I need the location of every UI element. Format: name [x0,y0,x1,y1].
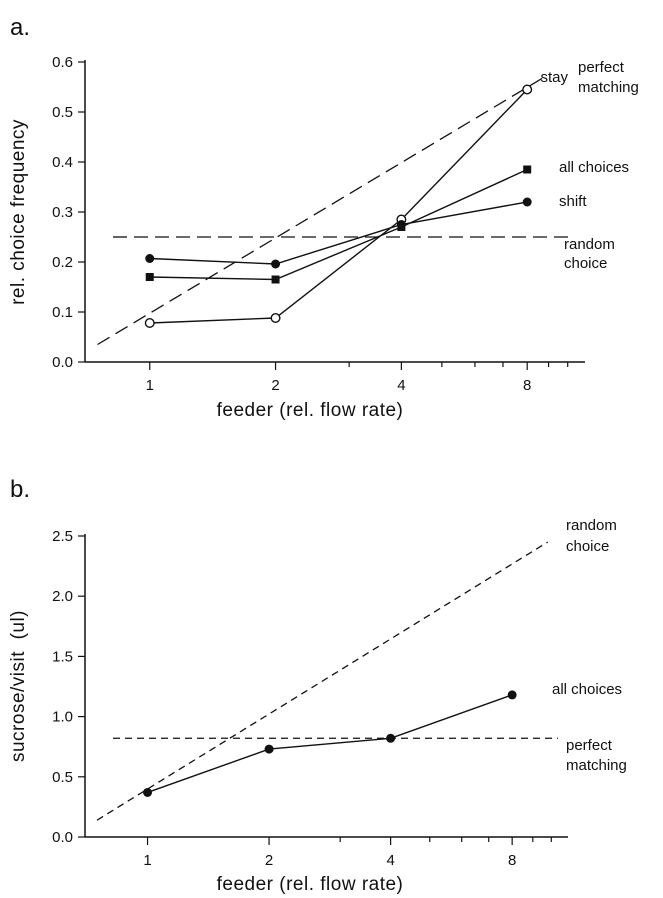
series-label: shift [559,193,587,210]
x-tick-label: 8 [508,852,516,869]
y-tick-label: 0.2 [52,254,73,271]
y-tick-label: 2.5 [52,528,73,545]
y-axis-title: sucrose/visit (ul) [8,610,29,762]
x-tick-label: 1 [146,377,154,394]
series-line [149,89,528,324]
series-label: all choices [559,159,629,176]
reference-line [97,76,545,346]
reference-line-label: choice [564,255,607,272]
panel-label: b. [10,476,30,503]
data-point [143,787,153,797]
y-tick-label: 1.0 [52,709,73,726]
y-tick-label: 0.4 [52,154,73,171]
data-point [396,220,406,229]
reference-line-label: choice [566,538,609,555]
reference-line-label: matching [578,79,639,96]
data-point [523,165,532,174]
data-point [522,84,533,95]
data-point [270,313,281,324]
series-label: stay [540,69,568,86]
y-tick-label: 0.3 [52,204,73,221]
data-point [264,744,274,754]
y-axis-title: rel. choice frequency [8,119,29,305]
y-tick-label: 0.6 [52,54,73,71]
y-tick-label: 2.0 [52,588,73,605]
data-point [145,273,154,281]
reference-line [96,541,549,821]
y-tick-label: 0.5 [52,104,73,121]
data-point [386,733,396,743]
x-tick-label: 4 [386,852,394,869]
x-tick-label: 1 [143,852,151,869]
x-axis-title: feeder (rel. flow rate) [217,874,404,895]
series-line [149,201,528,265]
reference-line-label: matching [566,757,627,774]
y-tick-label: 0.0 [52,354,73,371]
data-point [271,259,281,269]
reference-line-label: random [566,517,617,534]
x-axis-title: feeder (rel. flow rate) [217,400,404,421]
y-tick-label: 1.5 [52,648,73,665]
x-tick-label: 2 [271,377,279,394]
data-point [522,197,532,207]
reference-line-label: perfect [566,737,613,754]
x-tick-label: 2 [265,852,273,869]
series-label: all choices [552,681,622,698]
reference-line-label: random [564,236,615,253]
reference-line-label: perfect [578,59,625,76]
data-point [145,254,155,263]
data-point [271,275,280,284]
data-point [144,318,155,329]
series-line [149,168,528,281]
x-tick-label: 4 [397,377,405,394]
data-point [507,690,517,700]
series-line [147,694,513,794]
y-tick-label: 0.5 [52,769,73,786]
panel-label: a. [10,14,30,41]
x-tick-label: 8 [523,377,531,394]
y-tick-label: 0.0 [52,829,73,846]
y-tick-label: 0.1 [52,304,73,321]
